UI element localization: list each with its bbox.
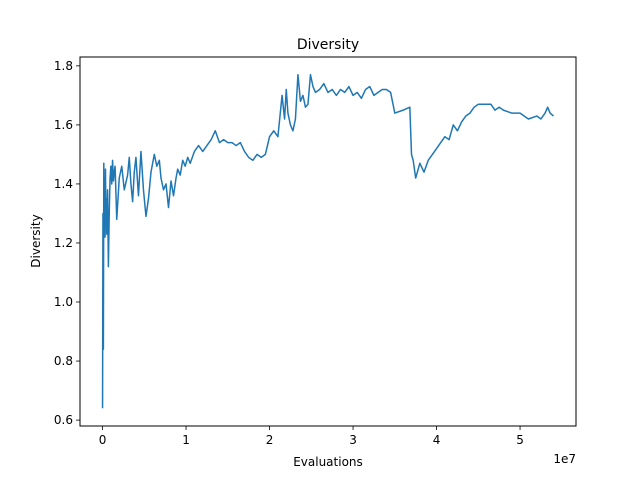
x-tick-label: 2: [266, 433, 274, 447]
x-tick-label: 0: [99, 433, 107, 447]
y-tick-label: 0.6: [54, 413, 73, 427]
y-axis-label: Diversity: [29, 214, 43, 267]
x-tick-label: 3: [349, 433, 357, 447]
plot-area: [101, 73, 554, 409]
x-axis-ticks: 0 1 2 3 4 5: [99, 426, 524, 447]
x-tick-label: 4: [433, 433, 441, 447]
y-tick-label: 1.0: [54, 295, 73, 309]
x-tick-label: 1: [182, 433, 190, 447]
x-tick-label: 5: [516, 433, 524, 447]
y-tick-label: 1.6: [54, 118, 73, 132]
chart-title: Diversity: [297, 37, 359, 53]
series-line-0: [101, 73, 554, 409]
y-tick-label: 1.8: [54, 59, 73, 73]
x-axis-label: Evaluations: [293, 455, 363, 469]
axes-frame: [79, 56, 577, 427]
y-axis-ticks: 0.6 0.8 1.0 1.2 1.4 1.6 1.8: [54, 59, 80, 427]
y-tick-label: 1.2: [54, 236, 73, 250]
y-tick-label: 0.8: [54, 354, 73, 368]
x-axis-offset-label: 1e7: [553, 452, 576, 466]
y-tick-label: 1.4: [54, 177, 73, 191]
